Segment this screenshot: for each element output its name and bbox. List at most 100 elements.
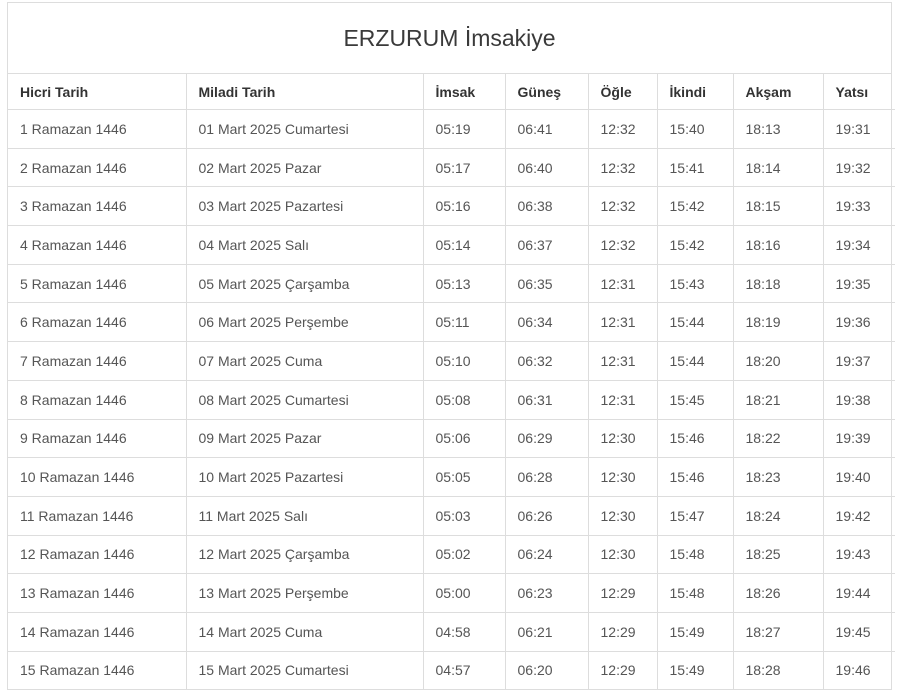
cell-hicri-tarih: 15 Ramazan 1446 <box>8 650 187 690</box>
table-row: 14 Ramazan 1446 14 Mart 2025 Cuma 04:58 06:… <box>8 611 895 652</box>
cell-gunes: 06:35 <box>504 263 589 304</box>
table-body: 1 Ramazan 1446 01 Mart 2025 Cumartesi 05:1… <box>8 109 895 690</box>
prayer-times-table: Hicri Tarih Miladi Tarih İmsak Güneş Öğle İki… <box>8 74 895 690</box>
cell-aksam: 18:20 <box>732 341 824 381</box>
column-header-yatsi: Yatsı <box>822 74 895 110</box>
cell-aksam: 18:13 <box>732 109 824 149</box>
table-row: 5 Ramazan 1446 05 Mart 2025 Çarşamba 05:13… <box>8 263 895 304</box>
table-header-row: Hicri Tarih Miladi Tarih İmsak Güneş Öğle İki… <box>8 74 895 110</box>
cell-miladi-tarih: 07 Mart 2025 Cuma <box>185 341 424 381</box>
cell-ikindi: 15:44 <box>656 341 734 381</box>
table-row: 12 Ramazan 1446 12 Mart 2025 Çarşamba 05:0… <box>8 534 895 575</box>
cell-ogle: 12:31 <box>587 379 658 420</box>
cell-ogle: 12:29 <box>587 650 658 690</box>
cell-yatsi: 19:43 <box>822 534 895 575</box>
table-row: 11 Ramazan 1446 11 Mart 2025 Salı 05:03 06:… <box>8 495 895 536</box>
table-row: 1 Ramazan 1446 01 Mart 2025 Cumartesi 05:1… <box>8 109 895 149</box>
cell-ikindi: 15:44 <box>656 302 734 343</box>
column-header-ikindi: İkindi <box>656 74 734 110</box>
cell-miladi-tarih: 02 Mart 2025 Pazar <box>185 147 424 188</box>
cell-imsak: 05:14 <box>422 225 506 265</box>
cell-ogle: 12:32 <box>587 109 658 149</box>
cell-imsak: 05:00 <box>422 573 506 613</box>
cell-ogle: 12:29 <box>587 611 658 652</box>
cell-ikindi: 15:40 <box>656 109 734 149</box>
cell-ogle: 12:32 <box>587 225 658 265</box>
cell-miladi-tarih: 04 Mart 2025 Salı <box>185 225 424 265</box>
table-row: 10 Ramazan 1446 10 Mart 2025 Pazartesi 05:… <box>8 457 895 497</box>
cell-ogle: 12:31 <box>587 341 658 381</box>
table-row: 15 Ramazan 1446 15 Mart 2025 Cumartesi 04:… <box>8 650 895 690</box>
table-row: 8 Ramazan 1446 08 Mart 2025 Cumartesi 05:0… <box>8 379 895 420</box>
cell-ikindi: 15:47 <box>656 495 734 536</box>
cell-ogle: 12:31 <box>587 302 658 343</box>
cell-yatsi: 19:37 <box>822 341 895 381</box>
cell-ikindi: 15:41 <box>656 147 734 188</box>
cell-yatsi: 19:44 <box>822 573 895 613</box>
cell-yatsi: 19:46 <box>822 650 895 690</box>
cell-hicri-tarih: 4 Ramazan 1446 <box>8 225 187 265</box>
cell-gunes: 06:37 <box>504 225 589 265</box>
cell-hicri-tarih: 11 Ramazan 1446 <box>8 495 187 536</box>
cell-gunes: 06:21 <box>504 611 589 652</box>
table-row: 7 Ramazan 1446 07 Mart 2025 Cuma 05:10 06:3… <box>8 341 895 381</box>
cell-aksam: 18:27 <box>732 611 824 652</box>
cell-hicri-tarih: 6 Ramazan 1446 <box>8 302 187 343</box>
cell-gunes: 06:20 <box>504 650 589 690</box>
cell-miladi-tarih: 12 Mart 2025 Çarşamba <box>185 534 424 575</box>
cell-gunes: 06:24 <box>504 534 589 575</box>
table-row: 6 Ramazan 1446 06 Mart 2025 Perşembe 05:11… <box>8 302 895 343</box>
cell-miladi-tarih: 14 Mart 2025 Cuma <box>185 611 424 652</box>
cell-hicri-tarih: 12 Ramazan 1446 <box>8 534 187 575</box>
cell-imsak: 05:11 <box>422 302 506 343</box>
cell-aksam: 18:22 <box>732 418 824 459</box>
cell-yatsi: 19:42 <box>822 495 895 536</box>
imsakiye-card: ERZURUM İmsakiye Hicri Tarih Miladi Tarih… <box>7 2 895 691</box>
cell-aksam: 18:23 <box>732 457 824 497</box>
column-header-hicri-tarih: Hicri Tarih <box>8 74 187 110</box>
cell-imsak: 05:06 <box>422 418 506 459</box>
cell-yatsi: 19:38 <box>822 379 895 420</box>
cell-miladi-tarih: 01 Mart 2025 Cumartesi <box>185 109 424 149</box>
cell-hicri-tarih: 9 Ramazan 1446 <box>8 418 187 459</box>
table-row: 4 Ramazan 1446 04 Mart 2025 Salı 05:14 06:3… <box>8 225 895 265</box>
cell-miladi-tarih: 03 Mart 2025 Pazartesi <box>185 186 424 227</box>
cell-gunes: 06:26 <box>504 495 589 536</box>
cell-yatsi: 19:35 <box>822 263 895 304</box>
cell-yatsi: 19:33 <box>822 186 895 227</box>
cell-imsak: 05:19 <box>422 109 506 149</box>
cell-miladi-tarih: 08 Mart 2025 Cumartesi <box>185 379 424 420</box>
cell-aksam: 18:28 <box>732 650 824 690</box>
cell-yatsi: 19:36 <box>822 302 895 343</box>
cell-hicri-tarih: 8 Ramazan 1446 <box>8 379 187 420</box>
table-row: 13 Ramazan 1446 13 Mart 2025 Perşembe 05:0… <box>8 573 895 613</box>
cell-imsak: 05:05 <box>422 457 506 497</box>
cell-hicri-tarih: 14 Ramazan 1446 <box>8 611 187 652</box>
cell-miladi-tarih: 15 Mart 2025 Cumartesi <box>185 650 424 690</box>
cell-aksam: 18:21 <box>732 379 824 420</box>
cell-gunes: 06:40 <box>504 147 589 188</box>
cell-gunes: 06:34 <box>504 302 589 343</box>
cell-miladi-tarih: 09 Mart 2025 Pazar <box>185 418 424 459</box>
cell-imsak: 05:17 <box>422 147 506 188</box>
cell-yatsi: 19:39 <box>822 418 895 459</box>
cell-aksam: 18:25 <box>732 534 824 575</box>
cell-ikindi: 15:48 <box>656 573 734 613</box>
cell-hicri-tarih: 10 Ramazan 1446 <box>8 457 187 497</box>
cell-ogle: 12:32 <box>587 147 658 188</box>
cell-aksam: 18:16 <box>732 225 824 265</box>
cell-hicri-tarih: 5 Ramazan 1446 <box>8 263 187 304</box>
cell-ogle: 12:29 <box>587 573 658 613</box>
column-header-imsak: İmsak <box>422 74 506 110</box>
cell-ikindi: 15:45 <box>656 379 734 420</box>
cell-imsak: 05:10 <box>422 341 506 381</box>
table-row: 9 Ramazan 1446 09 Mart 2025 Pazar 05:06 06:… <box>8 418 895 459</box>
cell-aksam: 18:18 <box>732 263 824 304</box>
cell-hicri-tarih: 1 Ramazan 1446 <box>8 109 187 149</box>
cell-ogle: 12:30 <box>587 418 658 459</box>
cell-hicri-tarih: 2 Ramazan 1446 <box>8 147 187 188</box>
cell-hicri-tarih: 13 Ramazan 1446 <box>8 573 187 613</box>
column-header-ogle: Öğle <box>587 74 658 110</box>
cell-ikindi: 15:48 <box>656 534 734 575</box>
cell-gunes: 06:41 <box>504 109 589 149</box>
